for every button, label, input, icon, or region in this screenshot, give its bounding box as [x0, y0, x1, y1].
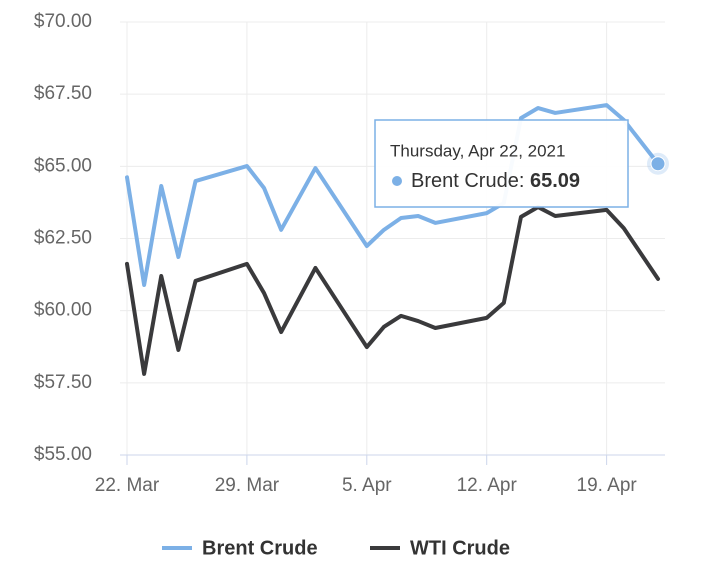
series-line	[125, 103, 660, 287]
tooltip-bullet	[392, 176, 402, 186]
y-tick-label: $70.00	[34, 11, 92, 32]
y-tick-label: $62.50	[34, 228, 92, 249]
x-tick-label: 19. Apr	[577, 475, 638, 496]
y-tick-label: $60.00	[34, 300, 92, 321]
y-tick-label: $55.00	[34, 444, 92, 465]
legend-label[interactable]: Brent Crude	[202, 537, 318, 559]
hover-point	[650, 156, 666, 172]
y-tick-label: $67.50	[34, 83, 92, 104]
tooltip-title: Thursday, Apr 22, 2021	[390, 141, 565, 160]
x-tick-label: 29. Mar	[215, 475, 280, 496]
tooltip-box	[374, 119, 629, 208]
grid: $55.00 $57.50 $60.00 $62.50 $65.00 $67.50 $70.…	[34, 11, 665, 496]
x-tick-label: 5. Apr	[342, 475, 392, 496]
legend: Brent Crude WTI Crude	[162, 537, 510, 559]
y-tick-label: $57.50	[34, 372, 92, 393]
tooltip-series: Brent Crude:	[411, 170, 524, 192]
plot	[125, 103, 669, 376]
y-tick-label: $65.00	[34, 155, 92, 176]
tooltip: Thursday, Apr 22, 2021 Brent Crude: 65.0…	[374, 119, 629, 208]
legend-label[interactable]: WTI Crude	[410, 537, 510, 559]
tooltip-body: Brent Crude: 65.09	[411, 170, 580, 192]
x-tick-label: 12. Apr	[457, 475, 518, 496]
series-line	[125, 205, 660, 376]
x-tick-label: 22. Mar	[95, 475, 160, 496]
tooltip-value: 65.09	[530, 170, 580, 192]
